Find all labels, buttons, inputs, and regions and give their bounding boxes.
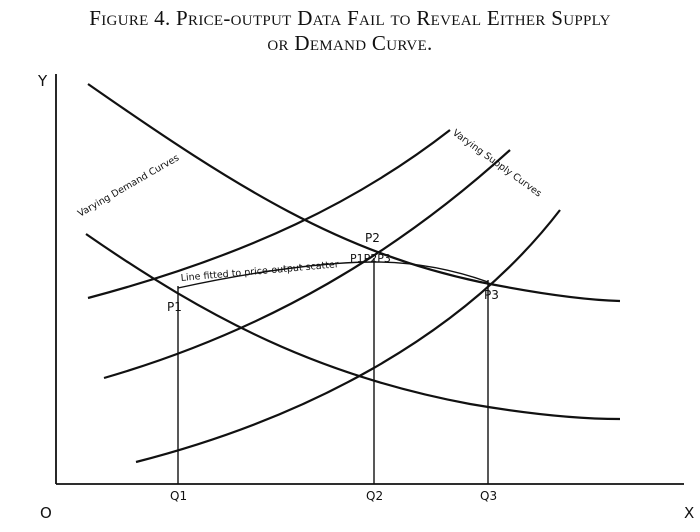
figure-title-line-1: Figure 4. Price-output Data Fail to Reve… [89,6,611,30]
quantity-q2-label: Q2 [366,489,383,503]
supply-curve-1 [87,129,451,300]
origin-label: O [40,504,52,522]
supply-curve-2 [103,149,511,380]
figure-title: Figure 4. Price-output Data Fail to Reve… [0,6,700,56]
point-p123-label: P1P2P3 [350,252,391,265]
y-axis-label: Y [37,72,48,90]
quantity-q1-label: Q1 [170,489,187,503]
supply-curve-3 [135,209,561,464]
point-p2-label: P2 [365,231,380,245]
fitted-line [177,261,489,289]
demand-curve-upper [87,83,621,303]
figure-title-line-2: or Demand Curve. [267,31,433,55]
point-p1-label: P1 [167,300,182,314]
quantity-q3-label: Q3 [480,489,497,503]
x-axis-label: X [684,504,694,522]
point-p3-label: P3 [484,288,499,302]
demand-curves-label: Varying Demand Curves [76,152,181,219]
